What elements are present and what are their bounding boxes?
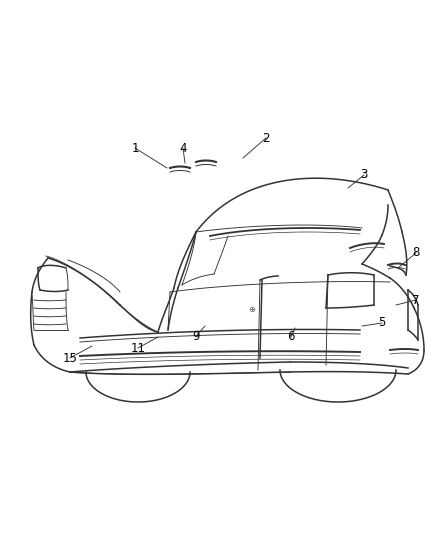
Text: 15: 15 (63, 351, 78, 365)
Text: 6: 6 (287, 330, 295, 343)
Text: 7: 7 (412, 294, 420, 306)
Text: 9: 9 (192, 329, 200, 343)
Text: 4: 4 (179, 141, 187, 155)
Text: 1: 1 (131, 141, 139, 155)
Text: 3: 3 (360, 168, 367, 182)
Text: 5: 5 (378, 317, 386, 329)
Text: 8: 8 (412, 246, 420, 260)
Text: ⊕: ⊕ (248, 305, 255, 314)
Text: 2: 2 (262, 132, 270, 144)
Text: 11: 11 (131, 342, 145, 354)
